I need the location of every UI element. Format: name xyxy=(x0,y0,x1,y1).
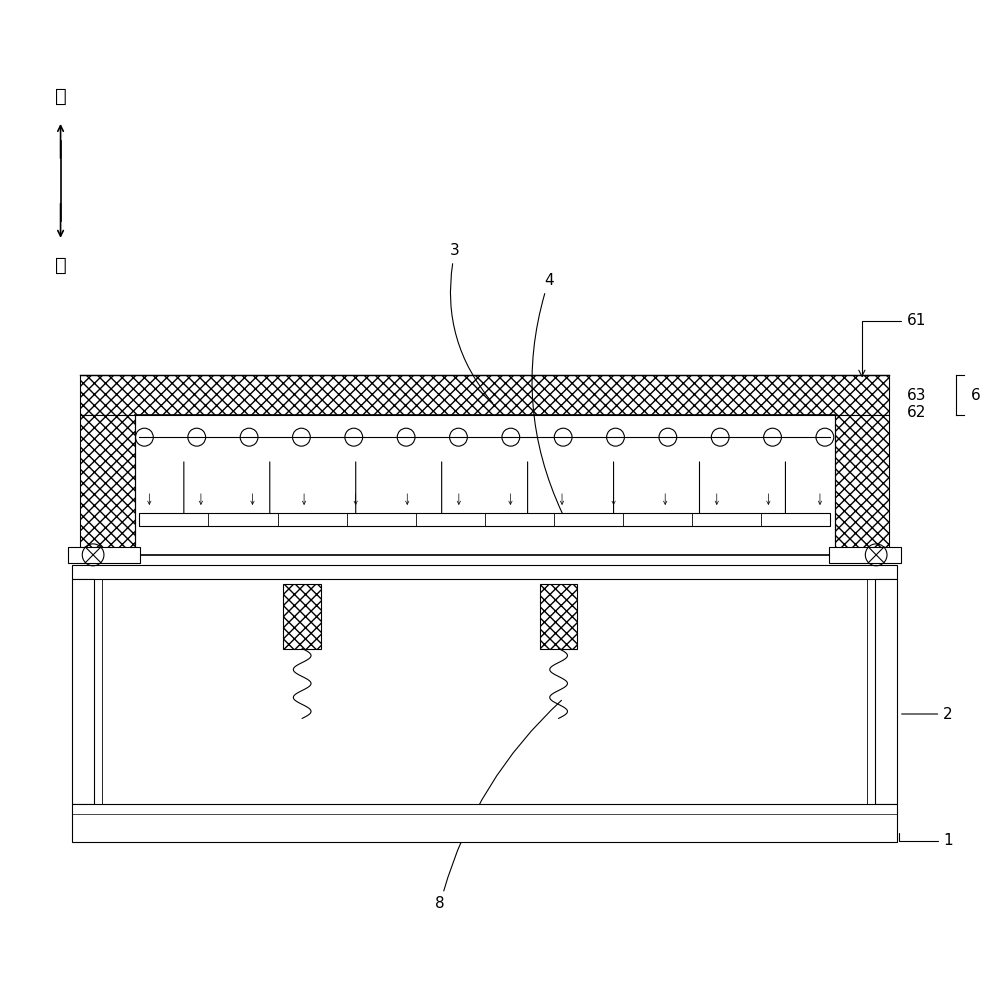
Bar xyxy=(80,375,889,415)
Bar xyxy=(875,579,897,804)
Bar xyxy=(68,547,140,563)
Bar xyxy=(835,415,889,555)
Text: 4: 4 xyxy=(532,273,563,513)
Bar xyxy=(540,584,578,649)
Text: 下: 下 xyxy=(54,256,66,275)
Text: 61: 61 xyxy=(858,313,926,376)
Text: 63: 63 xyxy=(907,388,927,403)
Bar xyxy=(80,415,135,555)
Bar xyxy=(72,579,94,804)
Bar xyxy=(72,804,897,842)
Text: 2: 2 xyxy=(902,707,952,722)
Bar xyxy=(139,513,830,526)
Text: 6: 6 xyxy=(971,388,981,403)
Text: 8: 8 xyxy=(435,700,562,911)
Text: 上: 上 xyxy=(54,87,66,106)
Bar xyxy=(829,547,901,563)
Bar xyxy=(72,565,897,579)
Text: 62: 62 xyxy=(907,405,926,420)
Text: 1: 1 xyxy=(899,833,952,848)
Bar xyxy=(284,584,320,649)
Text: 3: 3 xyxy=(450,243,493,403)
